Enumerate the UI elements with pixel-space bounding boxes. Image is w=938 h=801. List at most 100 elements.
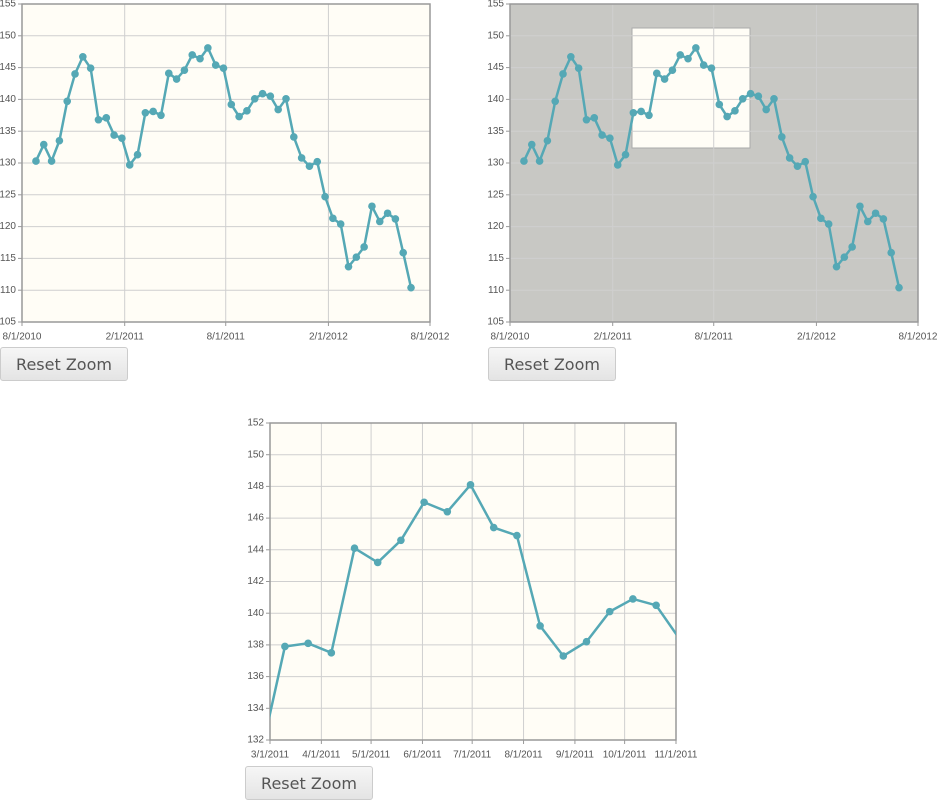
point <box>94 115 103 124</box>
y-tick-label: 135 <box>487 126 504 137</box>
y-tick-label: 145 <box>0 62 16 73</box>
point <box>543 136 552 145</box>
point <box>801 157 810 166</box>
point <box>871 209 880 218</box>
point <box>219 64 228 73</box>
point <box>250 94 259 103</box>
point <box>598 131 606 139</box>
point <box>895 283 903 292</box>
point <box>785 154 794 162</box>
point <box>313 157 322 166</box>
point <box>79 52 87 61</box>
point <box>344 262 353 271</box>
point <box>407 283 415 292</box>
y-tick-label: 155 <box>487 0 504 10</box>
x-tick-label: 8/1/2012 <box>411 332 450 343</box>
point <box>71 70 79 78</box>
point <box>211 61 220 69</box>
point <box>675 636 676 641</box>
point <box>676 51 685 59</box>
point <box>652 69 661 78</box>
point <box>336 220 345 228</box>
y-tick-label: 152 <box>247 418 264 429</box>
y-tick-label: 130 <box>0 158 16 169</box>
point <box>204 44 212 52</box>
x-tick-label: 10/1/2011 <box>603 750 647 761</box>
point <box>723 112 731 121</box>
point <box>887 248 896 257</box>
y-tick-label: 148 <box>247 481 264 492</box>
reset-zoom-button[interactable]: Reset Zoom <box>0 347 128 381</box>
point <box>305 162 314 170</box>
y-tick-label: 140 <box>0 94 16 105</box>
x-tick-label: 6/1/2011 <box>403 750 442 761</box>
point <box>304 639 312 648</box>
reset-zoom-button[interactable]: Reset Zoom <box>488 347 616 381</box>
point <box>621 150 630 159</box>
y-tick-label: 105 <box>487 317 504 328</box>
point <box>613 161 622 169</box>
x-tick-label: 3/1/2011 <box>251 750 290 761</box>
point <box>383 209 392 218</box>
point <box>397 536 405 545</box>
point <box>391 215 400 223</box>
point <box>668 66 677 74</box>
point <box>746 89 755 98</box>
point <box>110 131 118 139</box>
y-tick-label: 115 <box>0 253 16 264</box>
point <box>327 649 336 657</box>
point <box>574 64 583 73</box>
point <box>863 217 872 226</box>
chart: 105 110 115 120 125 130 135 140 145 150 155 8/1/201… <box>0 0 450 343</box>
y-tick-label: 125 <box>487 189 504 200</box>
point <box>629 108 638 117</box>
point <box>513 531 521 540</box>
point <box>258 89 267 98</box>
point <box>466 481 475 489</box>
y-tick-label: 145 <box>487 62 504 73</box>
point <box>559 652 568 660</box>
point <box>629 595 637 603</box>
point <box>243 107 251 115</box>
point <box>606 134 614 142</box>
point <box>39 140 48 149</box>
point <box>778 133 786 141</box>
point <box>172 75 181 83</box>
point <box>551 97 560 106</box>
x-tick-label: 2/1/2011 <box>106 332 145 343</box>
point <box>527 140 536 149</box>
x-tick-label: 9/1/2011 <box>556 750 595 761</box>
zoom-selection <box>631 27 751 149</box>
y-tick-label: 138 <box>247 640 264 651</box>
x-tick-label: 4/1/2011 <box>302 750 341 761</box>
point <box>149 107 157 116</box>
point <box>590 114 599 122</box>
point <box>86 64 95 73</box>
x-tick-label: 5/1/2011 <box>352 750 391 761</box>
x-tick-label: 8/1/2011 <box>207 332 246 343</box>
point <box>290 133 298 141</box>
point <box>809 192 817 201</box>
x-tick-label: 2/1/2011 <box>594 332 633 343</box>
point <box>856 202 864 211</box>
y-tick-label: 134 <box>247 703 264 714</box>
point <box>684 54 692 63</box>
y-tick-label: 150 <box>0 30 16 41</box>
point <box>715 100 724 109</box>
point <box>102 114 111 122</box>
x-tick-label: 8/1/2010 <box>3 332 42 343</box>
y-tick-label: 135 <box>0 126 16 137</box>
series <box>32 44 415 292</box>
point <box>188 51 197 59</box>
point <box>63 97 72 106</box>
x-tick-label: 2/1/2012 <box>309 332 348 343</box>
point <box>321 192 329 201</box>
point <box>699 61 708 69</box>
reset-zoom-button[interactable]: Reset Zoom <box>245 766 373 800</box>
point <box>660 75 669 83</box>
series <box>270 481 676 720</box>
point <box>443 507 452 516</box>
point <box>350 544 359 553</box>
y-tick-label: 120 <box>487 221 504 232</box>
